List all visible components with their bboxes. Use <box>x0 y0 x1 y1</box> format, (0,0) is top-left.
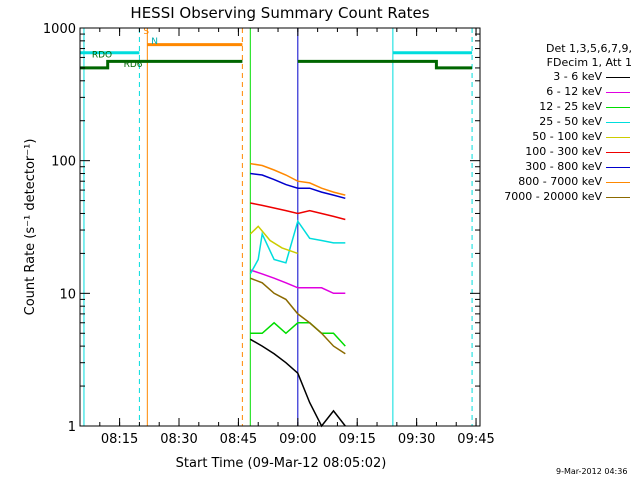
series-line-300-800-kev <box>250 172 346 200</box>
legend-label: 300 - 800 keV <box>525 160 602 173</box>
series-line-800-7000-kev <box>250 162 346 196</box>
legend-swatch <box>606 182 630 183</box>
chart-axes: 08:15 08:30 08:45 09:00 09:15 09:30 09:45 1 10 10… <box>43 22 495 447</box>
legend-swatch <box>606 197 630 198</box>
annotation-rd6: RD6 <box>124 60 143 70</box>
series-line-12-25-kev <box>250 321 346 347</box>
x-tick-label: 08:30 <box>160 432 197 447</box>
series-line-7000-20000-kev <box>250 277 346 355</box>
legend-item-800-7000-kev: 800 - 7000 keV <box>480 175 632 190</box>
legend-header-line-1: Det 1,3,5,6,7,9, <box>545 42 632 55</box>
status-line-att-state-1 <box>80 59 243 70</box>
chart-content: RDO RD6 SN <box>80 27 473 428</box>
legend-swatch <box>606 152 630 153</box>
y-tick-label: 100 <box>51 155 76 170</box>
legend-label: 7000 - 20000 keV <box>504 190 602 203</box>
x-tick-label: 09:45 <box>457 432 494 447</box>
x-tick-label: 09:15 <box>338 432 375 447</box>
legend-swatch <box>606 107 630 108</box>
legend-label: 3 - 6 keV <box>553 70 602 83</box>
y-tick-label: 1000 <box>43 22 76 37</box>
legend-item-3-6-kev: 3 - 6 keV <box>480 70 632 85</box>
plot-frame <box>79 27 481 427</box>
series-line-6-12-kev <box>250 269 346 295</box>
annotation-n: N <box>151 37 158 47</box>
legend-label: 800 - 7000 keV <box>518 175 602 188</box>
legend-item-50-100-kev: 50 - 100 keV <box>480 130 632 145</box>
legend-label: 6 - 12 keV <box>546 85 602 98</box>
series-line-3-6-kev <box>249 338 346 428</box>
chart-title: HESSI Observing Summary Count Rates <box>130 4 429 22</box>
legend-swatch <box>606 77 630 78</box>
x-tick-label: 08:45 <box>220 432 257 447</box>
x-axis-label: Start Time (09-Mar-12 08:05:02) <box>176 456 387 471</box>
legend-item-7000-20000-kev: 7000 - 20000 keV <box>480 190 632 205</box>
series-line-25-50-kev <box>249 219 346 275</box>
x-tick-label: 08:15 <box>101 432 138 447</box>
legend-item-300-800-kev: 300 - 800 keV <box>480 160 632 175</box>
legend-item-6-12-kev: 6 - 12 keV <box>480 85 632 100</box>
x-tick-label: 09:30 <box>398 432 435 447</box>
annotation-rdo: RDO <box>92 50 112 60</box>
chart-legend: Det 1,3,5,6,7,9, FDecim 1, Att 1 3 - 6 k… <box>480 42 632 205</box>
legend-label: 12 - 25 keV <box>539 100 602 113</box>
status-line-att-state-2 <box>297 59 473 70</box>
x-tick-label: 09:00 <box>279 432 316 447</box>
legend-header-line-2: FDecim 1, Att 1 <box>546 56 632 69</box>
annotation-s: S <box>143 27 149 37</box>
legend-swatch <box>606 167 630 168</box>
legend-label: 100 - 300 keV <box>525 145 602 158</box>
y-tick-label: 1 <box>68 420 76 435</box>
legend-swatch <box>606 122 630 123</box>
legend-label: 50 - 100 keV <box>532 130 602 143</box>
legend-rows: 3 - 6 keV 6 - 12 keV 12 - 25 keV 25 - 50 ke… <box>480 70 632 205</box>
y-tick-label: 10 <box>59 287 76 302</box>
series-line-100-300-kev <box>250 202 346 221</box>
legend-item-12-25-kev: 12 - 25 keV <box>480 100 632 115</box>
legend-swatch <box>606 92 630 93</box>
plot-timestamp: 9-Mar-2012 04:36 <box>556 467 628 476</box>
y-axis-label: Count Rate (s⁻¹ detector⁻¹) <box>23 139 38 316</box>
legend-item-100-300-kev: 100 - 300 keV <box>480 145 632 160</box>
legend-label: 25 - 50 keV <box>539 115 602 128</box>
series-line-50-100-kev <box>249 225 299 255</box>
legend-swatch <box>606 137 630 138</box>
legend-item-25-50-kev: 25 - 50 keV <box>480 115 632 130</box>
